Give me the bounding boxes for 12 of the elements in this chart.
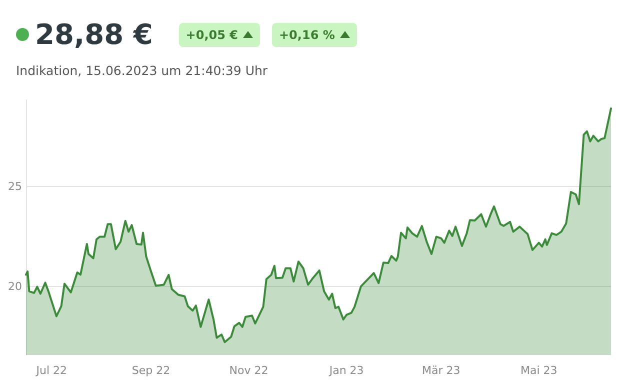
y-tick-label: 25 (8, 180, 22, 193)
x-tick-label: Sep 22 (132, 364, 170, 377)
x-tick-label: Jan 23 (328, 364, 364, 377)
chart-title: 28,88 € (35, 18, 153, 51)
text: +0,05 € (186, 28, 238, 42)
text: +0,16 % (279, 28, 335, 42)
x-tick-label: Mai 23 (520, 364, 558, 377)
chart-subtitle: Indikation, 15.06.2023 um 21:40:39 Uhr (16, 63, 268, 78)
x-tick-label: Nov 22 (229, 364, 268, 377)
x-tick-label: Jul 22 (35, 364, 68, 377)
y-tick-label: 20 (8, 280, 22, 294)
x-tick-label: Mär 23 (422, 364, 460, 377)
